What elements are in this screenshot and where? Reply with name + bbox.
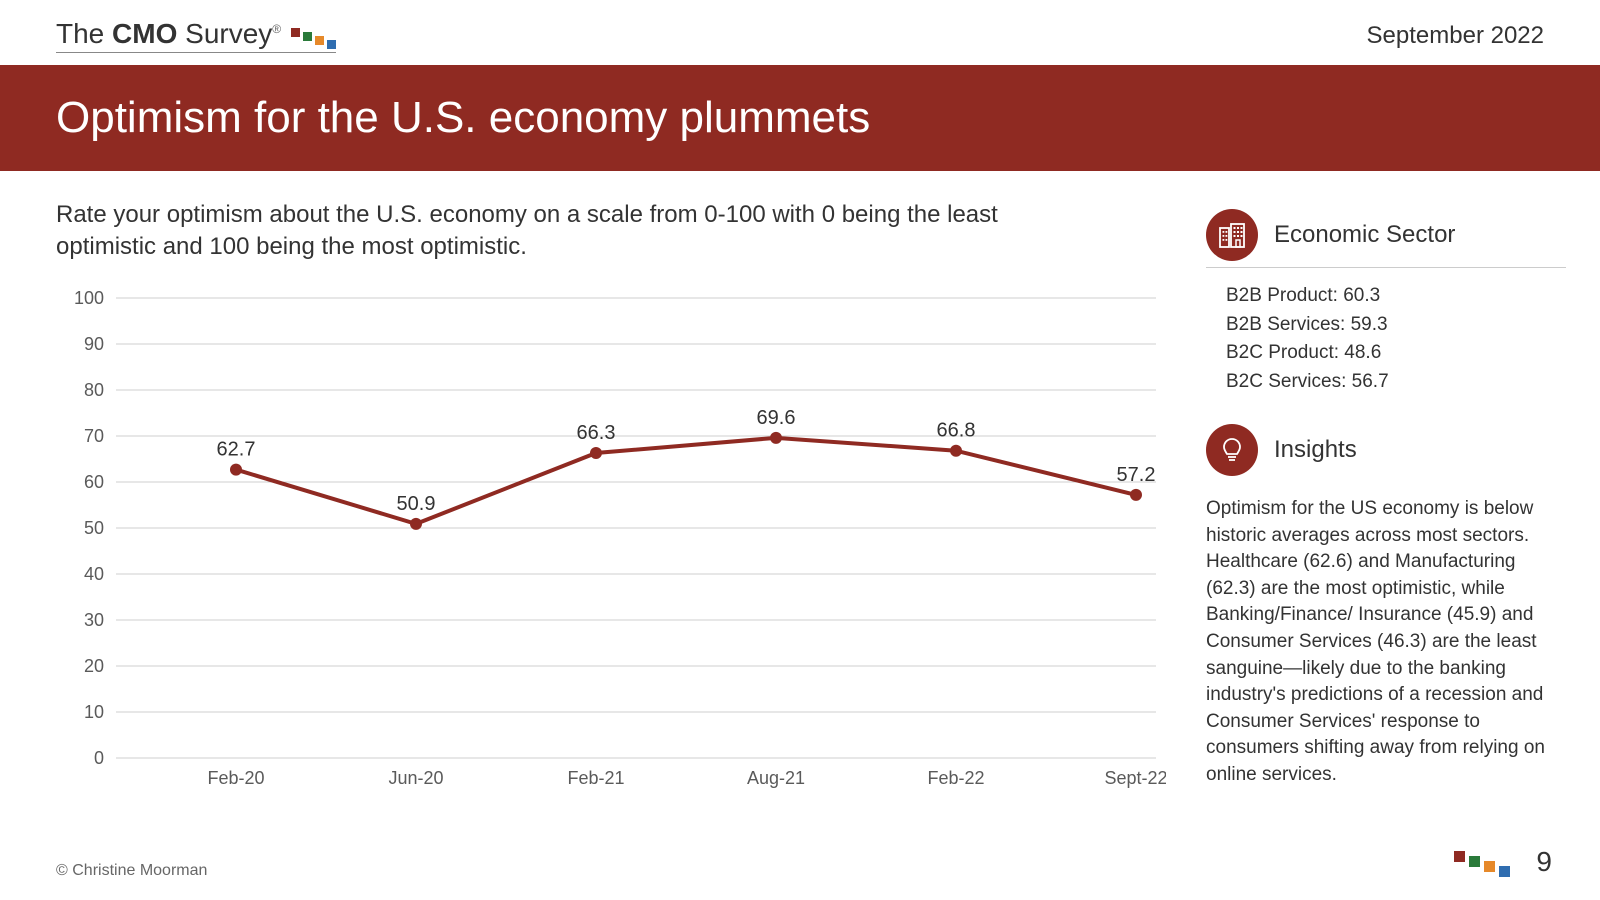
insights-title: Insights <box>1274 436 1357 464</box>
page-title: Optimism for the U.S. economy plummets <box>0 65 1600 171</box>
svg-text:Feb-20: Feb-20 <box>207 768 264 788</box>
logo-square-4 <box>327 40 336 49</box>
svg-text:50: 50 <box>84 518 104 538</box>
buildings-icon <box>1206 209 1258 261</box>
svg-text:Aug-21: Aug-21 <box>747 768 805 788</box>
svg-text:70: 70 <box>84 426 104 446</box>
logo-square-2 <box>303 32 312 41</box>
page-number: 9 <box>1536 846 1552 878</box>
svg-text:0: 0 <box>94 748 104 768</box>
corner-square-2 <box>1469 856 1480 867</box>
line-chart: 0 10 20 30 40 50 60 70 80 90 100 Feb-20 Jun-20 Feb-21… <box>56 288 1166 788</box>
svg-text:80: 80 <box>84 380 104 400</box>
logo-text: The CMO Survey® <box>56 18 281 50</box>
logo-bold: CMO <box>112 18 177 49</box>
sidebar: Economic Sector B2B Product: 60.3 B2B Se… <box>1206 199 1566 789</box>
svg-text:62.7: 62.7 <box>217 438 256 460</box>
sector-item: B2C Services: 56.7 <box>1226 368 1566 397</box>
lightbulb-icon <box>1206 424 1258 476</box>
report-date: September 2022 <box>1367 22 1544 50</box>
corner-square-4 <box>1499 866 1510 877</box>
content-area: Rate your optimism about the U.S. econom… <box>0 171 1600 789</box>
svg-text:30: 30 <box>84 610 104 630</box>
sector-title: Economic Sector <box>1274 221 1455 249</box>
insights-heading: Insights <box>1206 424 1566 482</box>
copyright: © Christine Moorman <box>56 862 207 880</box>
svg-text:Feb-21: Feb-21 <box>567 768 624 788</box>
svg-text:57.2: 57.2 <box>1117 464 1156 486</box>
svg-text:10: 10 <box>84 702 104 722</box>
svg-text:Sept-22: Sept-22 <box>1104 768 1166 788</box>
logo-prefix: The <box>56 18 104 49</box>
svg-text:20: 20 <box>84 656 104 676</box>
sector-item: B2B Product: 60.3 <box>1226 282 1566 311</box>
svg-text:100: 100 <box>74 288 104 308</box>
corner-square-1 <box>1454 851 1465 862</box>
svg-text:Jun-20: Jun-20 <box>388 768 443 788</box>
question-text: Rate your optimism about the U.S. econom… <box>56 199 1076 264</box>
svg-text:66.8: 66.8 <box>937 420 976 442</box>
logo-square-1 <box>291 28 300 37</box>
registered-mark: ® <box>272 22 281 36</box>
logo-suffix: Survey <box>185 18 272 49</box>
chart-panel: Rate your optimism about the U.S. econom… <box>56 199 1166 789</box>
corner-square-3 <box>1484 861 1495 872</box>
sector-item: B2B Services: 59.3 <box>1226 311 1566 340</box>
corner-squares-icon <box>1454 859 1510 870</box>
logo-square-3 <box>315 36 324 45</box>
svg-text:60: 60 <box>84 472 104 492</box>
svg-text:90: 90 <box>84 334 104 354</box>
logo: The CMO Survey® <box>56 18 336 53</box>
insights-body: Optimism for the US economy is below his… <box>1206 496 1566 789</box>
svg-text:40: 40 <box>84 564 104 584</box>
logo-squares-icon <box>291 34 336 43</box>
sector-list: B2B Product: 60.3 B2B Services: 59.3 B2C… <box>1226 282 1566 396</box>
svg-text:66.3: 66.3 <box>577 422 616 444</box>
svg-text:50.9: 50.9 <box>397 493 436 515</box>
svg-text:Feb-22: Feb-22 <box>927 768 984 788</box>
sector-item: B2C Product: 48.6 <box>1226 339 1566 368</box>
top-bar: The CMO Survey® September 2022 <box>0 0 1600 65</box>
svg-text:69.6: 69.6 <box>757 407 796 429</box>
sector-heading: Economic Sector <box>1206 209 1566 268</box>
